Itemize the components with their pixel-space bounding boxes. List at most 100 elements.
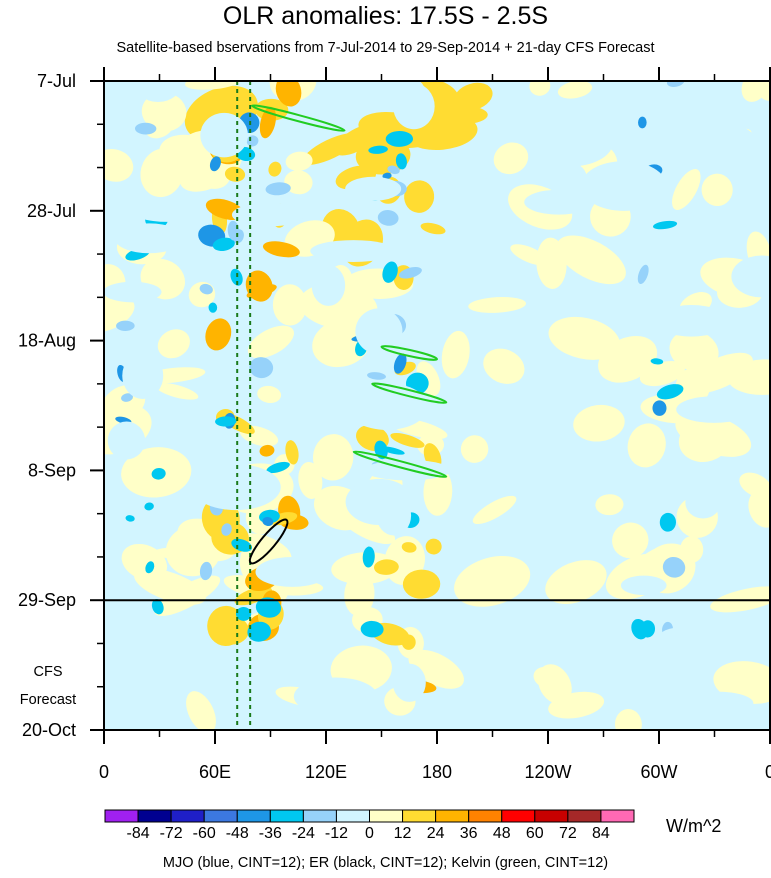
colorbar-box [203,809,238,823]
anomaly-patch [385,130,414,147]
anomaly-patch [129,197,207,222]
colorbar-box [335,809,370,823]
anomaly-patch [262,517,274,527]
anomaly-patch [144,502,154,511]
x-tick-label: 120E [305,762,347,782]
anomaly-patch [490,321,542,349]
colorbar-box [302,809,337,823]
legend-footer: MJO (blue, CINT=12); ER (black, CINT=12)… [162,855,609,871]
colorbar-label: -12 [325,825,348,842]
anomaly-patch [104,583,148,624]
anomaly-patch [637,264,649,284]
anomaly-patch [548,316,620,360]
anomaly-patch [395,153,407,170]
anomaly-patch [398,267,422,279]
wave-contours [236,81,448,730]
colorbar-box [170,809,205,823]
colorbar-label: 0 [365,825,374,842]
anomaly-patch [383,81,426,110]
anomaly-patch [186,691,216,730]
anomaly-patch [345,176,402,201]
anomaly-patch [122,352,164,399]
colorbar-box [468,809,503,823]
anomaly-patch [200,112,248,158]
colorbar-label: -24 [292,825,315,842]
anomaly-patch [524,189,594,215]
er-contour [248,518,289,565]
anomaly-patch [285,440,299,465]
anomaly-patch [284,170,313,195]
anomaly-patch [331,552,399,585]
anomaly-patch [402,569,441,599]
anomaly-patch [555,162,588,196]
anomaly-patch [116,320,135,331]
anomaly-patch [231,202,305,227]
anomaly-patch [654,305,729,337]
colorbar-box [402,809,437,823]
anomaly-patch [425,538,442,555]
anomaly-patch [154,382,199,400]
anomaly-patch [620,575,667,596]
anomaly-patch [537,664,572,705]
x-tick-label: 60W [640,762,677,782]
colorbar-label: 72 [559,825,577,842]
x-tick-label: 0 [765,762,771,782]
anomaly-patch [658,627,707,648]
anomaly-patch [404,180,435,213]
anomaly-patch [581,161,667,211]
colorbar-label: 48 [493,825,511,842]
y-tick-label: 8-Sep [28,460,76,480]
anomaly-patch [104,660,139,704]
anomaly-patch [235,606,252,621]
anomaly-patch [214,616,249,645]
anomaly-patch [255,597,282,618]
anomaly-patch [454,555,531,607]
anomaly-patch [134,122,157,135]
anomaly-patch [377,210,399,226]
anomaly-patch [298,461,323,499]
anomaly-patch [441,330,470,379]
x-tick-label: 60E [199,762,231,782]
colorbar-label: -60 [193,825,216,842]
anomaly-patch [627,423,666,468]
anomaly-patch [748,489,770,528]
anomaly-patch [367,372,386,380]
anomaly-patch [215,416,237,427]
colorbar-box [600,809,635,823]
colorbar: -84 -72 -60 -48 -36 -24 -12 0 12 24 36 48 60 72 84 [104,809,635,842]
anomaly-patch [272,284,307,326]
anomaly-patch [151,468,166,480]
anomaly-patch [460,222,510,243]
anomaly-patch [246,284,277,299]
anomaly-patch [678,419,730,463]
colorbar-box [435,809,470,823]
anomaly-patch [545,560,607,605]
anomaly-patch [157,329,190,359]
anomaly-patch [638,116,647,129]
anomaly-patch [420,222,446,235]
anomaly-patch [134,568,206,605]
anomaly-patch [268,161,282,177]
x-tick-label: 120W [524,762,571,782]
anomaly-patch [671,169,701,210]
colorbar-box [104,809,139,823]
anomaly-patch [247,621,271,642]
anomaly-patch [311,264,346,306]
anomaly-patch [199,283,213,295]
anomaly-patch [556,235,626,285]
anomaly-patch [652,400,667,416]
colorbar-label: 60 [526,825,544,842]
anomaly-patch [676,396,752,423]
anomaly-patch [573,404,625,442]
anomaly-patch [662,556,686,578]
anomaly-patch [114,223,184,254]
y-tick-label: 29-Sep [18,590,76,610]
anomaly-patch [382,261,398,283]
kelvin-contour-0 [250,104,346,132]
anomaly-patch [659,512,677,532]
x-tick-label: 0 [99,762,109,782]
anomaly-patch [650,358,664,365]
anomaly-patch [293,677,378,716]
anomaly-patch [741,81,770,102]
colorbar-label: -84 [127,825,150,842]
